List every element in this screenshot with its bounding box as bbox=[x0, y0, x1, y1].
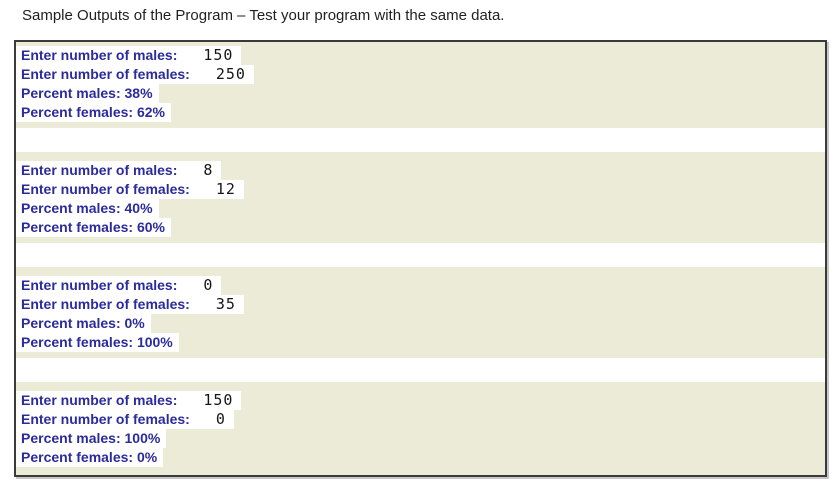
output-text: Percent males: 100% bbox=[21, 430, 161, 446]
console-line: Percent males: 0% bbox=[16, 314, 825, 333]
blank-highlight-band bbox=[16, 358, 825, 382]
console-line: Percent females: 100% bbox=[16, 333, 825, 352]
console-output-block-4: Enter number of males: 150 Enter number o… bbox=[16, 391, 825, 467]
user-input-value: 12 bbox=[215, 180, 236, 198]
console-output-block-2: Enter number of males: 8 Enter number of … bbox=[16, 161, 825, 237]
console-line: Percent females: 60% bbox=[16, 218, 825, 237]
prompt-label: Enter number of males: bbox=[21, 162, 178, 178]
prompt-label: Enter number of females: bbox=[21, 181, 190, 197]
highlighted-output: Percent females: 62% bbox=[16, 103, 171, 122]
highlighted-output: Enter number of males: 150 bbox=[16, 391, 242, 410]
user-input-value: 250 bbox=[215, 65, 246, 83]
user-input-value: 150 bbox=[203, 46, 234, 64]
console-line: Enter number of males: 150 bbox=[16, 391, 825, 410]
page-title: Sample Outputs of the Program – Test you… bbox=[22, 7, 505, 24]
blank-highlight-band bbox=[16, 243, 825, 267]
console-line: Enter number of females: 35 bbox=[16, 295, 825, 314]
console-line: Enter number of males: 0 bbox=[16, 276, 825, 295]
highlighted-output: Percent males: 40% bbox=[16, 199, 159, 218]
output-text: Percent females: 0% bbox=[21, 449, 158, 465]
user-input-value: 0 bbox=[215, 410, 226, 428]
user-input-value: 35 bbox=[215, 295, 236, 313]
console-line: Percent males: 38% bbox=[16, 84, 825, 103]
user-input-value: 150 bbox=[203, 391, 234, 409]
console-line: Percent males: 100% bbox=[16, 429, 825, 448]
console-line: Enter number of males: 8 bbox=[16, 161, 825, 180]
highlighted-output: Enter number of females: 250 bbox=[16, 65, 254, 84]
console-line: Percent males: 40% bbox=[16, 199, 825, 218]
highlighted-output: Percent females: 60% bbox=[16, 218, 171, 237]
highlighted-output: Enter number of males: 150 bbox=[16, 46, 242, 65]
user-input-value: 8 bbox=[203, 161, 214, 179]
console-line: Enter number of females: 250 bbox=[16, 65, 825, 84]
highlighted-output: Enter number of females: 35 bbox=[16, 295, 244, 314]
user-input-value: 0 bbox=[203, 276, 214, 294]
console-output-block-3: Enter number of males: 0 Enter number of … bbox=[16, 276, 825, 352]
output-text: Percent males: 40% bbox=[21, 200, 153, 216]
highlighted-output: Enter number of females: 0 bbox=[16, 410, 234, 429]
highlighted-output: Enter number of females: 12 bbox=[16, 180, 244, 199]
output-text: Percent females: 60% bbox=[21, 219, 165, 235]
output-text: Percent females: 62% bbox=[21, 104, 165, 120]
highlighted-output: Percent females: 100% bbox=[16, 333, 179, 352]
prompt-label: Enter number of females: bbox=[21, 296, 190, 312]
highlighted-output: Percent males: 38% bbox=[16, 84, 159, 103]
prompt-label: Enter number of females: bbox=[21, 411, 190, 427]
console-line: Enter number of males: 150 bbox=[16, 46, 825, 65]
highlighted-output: Enter number of males: 0 bbox=[16, 276, 222, 295]
output-text: Percent females: 100% bbox=[21, 334, 173, 350]
console-line: Percent females: 0% bbox=[16, 448, 825, 467]
prompt-label: Enter number of males: bbox=[21, 47, 178, 63]
console-output-block-1: Enter number of males: 150 Enter number o… bbox=[16, 46, 825, 122]
output-text: Percent males: 0% bbox=[21, 315, 145, 331]
highlighted-output: Percent males: 100% bbox=[16, 429, 167, 448]
highlighted-output: Percent males: 0% bbox=[16, 314, 151, 333]
highlighted-output: Percent females: 0% bbox=[16, 448, 164, 467]
prompt-label: Enter number of males: bbox=[21, 392, 178, 408]
output-text: Percent males: 38% bbox=[21, 85, 153, 101]
blank-highlight-band bbox=[16, 128, 825, 152]
console-line: Enter number of females: 12 bbox=[16, 180, 825, 199]
sample-outputs-box: Enter number of males: 150 Enter number o… bbox=[14, 40, 827, 477]
highlighted-output: Enter number of males: 8 bbox=[16, 161, 222, 180]
console-line: Percent females: 62% bbox=[16, 103, 825, 122]
prompt-label: Enter number of females: bbox=[21, 66, 190, 82]
prompt-label: Enter number of males: bbox=[21, 277, 178, 293]
console-line: Enter number of females: 0 bbox=[16, 410, 825, 429]
